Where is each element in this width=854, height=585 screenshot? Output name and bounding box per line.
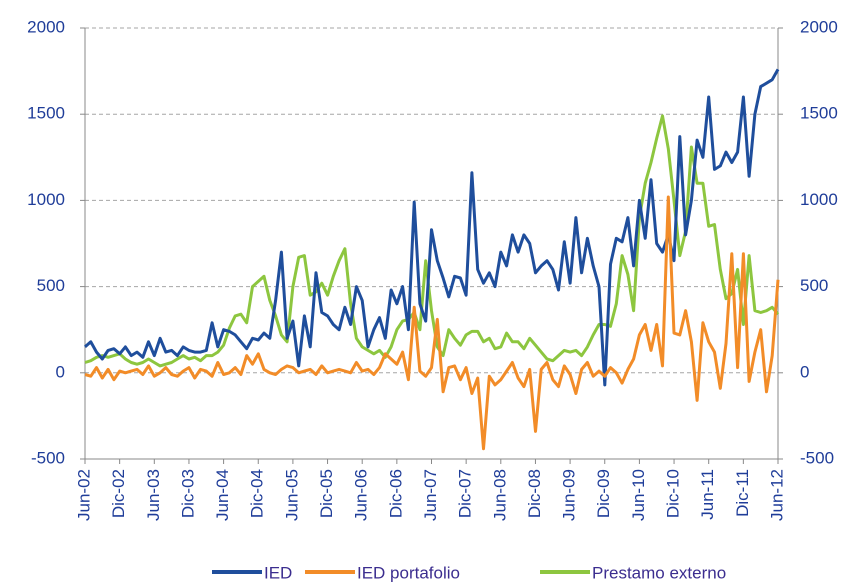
x-tick-label: Dic-07 — [456, 469, 475, 518]
y-tick-label: -500 — [31, 448, 65, 467]
x-tick-label: Dic-04 — [248, 469, 267, 518]
x-tick-label: Jun-07 — [421, 469, 440, 521]
x-tick-label: Jun-03 — [144, 469, 163, 521]
legend-label: IED portafolio — [357, 563, 460, 582]
x-tick-label: Jun-06 — [352, 469, 371, 521]
x-tick-label: Jun-04 — [213, 469, 232, 521]
x-tick-label: Dic-05 — [317, 469, 336, 518]
y-tick-label: 1000 — [27, 190, 65, 209]
series-line — [84, 114, 780, 368]
x-tick-label: Dic-02 — [109, 469, 128, 518]
series-line — [84, 195, 780, 451]
x-tick-label: Jun-09 — [560, 469, 579, 521]
x-tick-label: Jun-05 — [282, 469, 301, 521]
x-tick-label: Dic-10 — [664, 469, 683, 518]
y-tick-label: 1500 — [27, 104, 65, 123]
y-tick-label: 500 — [37, 276, 65, 295]
x-tick-label: Dic-11 — [733, 469, 752, 517]
x-tick-label: Jun-10 — [629, 469, 648, 521]
y2-tick-label: 1500 — [800, 104, 838, 123]
x-tick-label: Dic-03 — [178, 469, 197, 518]
y2-tick-label: 2000 — [800, 17, 838, 36]
legend-label: IED — [264, 563, 292, 582]
x-tick-label: Jun-12 — [767, 469, 786, 521]
y2-tick-label: 0 — [800, 362, 809, 381]
x-tick-label: Jun-02 — [74, 469, 93, 521]
y2-tick-label: 1000 — [800, 190, 838, 209]
x-tick-label: Dic-09 — [594, 469, 613, 518]
x-tick-label: Dic-08 — [525, 469, 544, 518]
x-tick-label: Jun-11 — [698, 469, 717, 520]
x-tick-label: Dic-06 — [386, 469, 405, 518]
y-tick-label: 0 — [56, 362, 65, 381]
x-tick-label: Jun-08 — [490, 469, 509, 521]
legend-label: Prestamo externo — [592, 563, 726, 582]
series-line — [84, 68, 780, 387]
y2-tick-label: -500 — [800, 448, 834, 467]
y2-tick-label: 500 — [800, 276, 828, 295]
y-tick-label: 2000 — [27, 17, 65, 36]
